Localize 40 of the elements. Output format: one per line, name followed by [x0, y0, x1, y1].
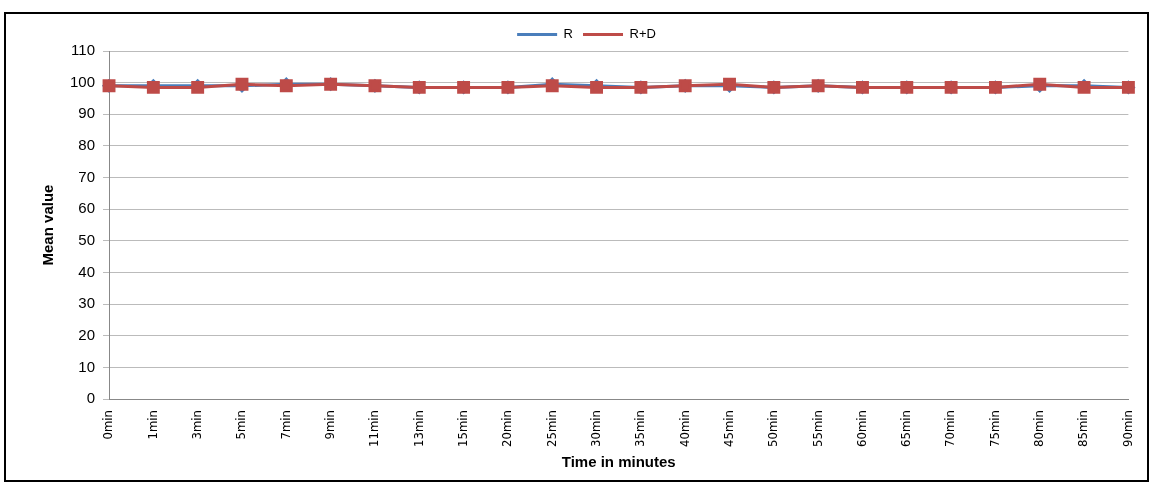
x-tick-label: 50min — [765, 410, 781, 447]
x-tick-label: 13min — [410, 410, 426, 447]
x-tick-label: 45min — [720, 410, 736, 447]
x-tick-label: 75min — [986, 410, 1002, 447]
x-tick-label: 70min — [942, 410, 958, 447]
x-tick-label: 3min — [189, 410, 205, 440]
y-tick-label: 70 — [78, 167, 96, 185]
x-tick-label: 0min — [100, 410, 116, 440]
x-tick-label: 5min — [233, 410, 249, 440]
y-tick-label: 60 — [78, 199, 96, 217]
y-tick-label: 20 — [78, 325, 96, 343]
x-tick-label: 30min — [587, 410, 603, 447]
x-tick-label: 35min — [632, 410, 648, 447]
x-tick-label: 60min — [853, 410, 869, 447]
x-tick-label: 55min — [809, 410, 825, 447]
x-tick-label: 90min — [1119, 410, 1135, 447]
legend-label: R+D — [629, 26, 656, 42]
x-tick-label: 20min — [499, 410, 515, 447]
y-tick-label: 110 — [71, 41, 96, 59]
x-tick-label: 1min — [144, 410, 160, 440]
y-tick-label: 0 — [86, 389, 96, 407]
y-tick-label: 90 — [78, 104, 96, 122]
y-axis-title: Mean value — [39, 184, 57, 266]
x-tick-label: 9min — [322, 410, 337, 440]
x-tick-label: 25min — [543, 410, 559, 447]
x-tick-label: 80min — [1031, 410, 1047, 447]
y-tick-label: 100 — [70, 72, 96, 90]
x-tick-label: 65min — [898, 410, 914, 447]
x-tick-label: 7min — [277, 410, 293, 440]
y-tick-label: 40 — [78, 262, 96, 280]
x-tick-label: 15min — [454, 410, 470, 447]
legend-label: R — [563, 26, 574, 42]
y-tick-label: 30 — [78, 294, 96, 312]
x-axis-title: Time in minutes — [561, 453, 676, 471]
y-tick-label: 10 — [78, 357, 96, 375]
x-tick-label: 85min — [1075, 410, 1091, 447]
y-tick-label: 80 — [78, 136, 96, 154]
x-tick-label: 11min — [366, 410, 382, 447]
x-tick-label: 40min — [676, 410, 692, 447]
y-tick-label: 50 — [78, 230, 96, 248]
